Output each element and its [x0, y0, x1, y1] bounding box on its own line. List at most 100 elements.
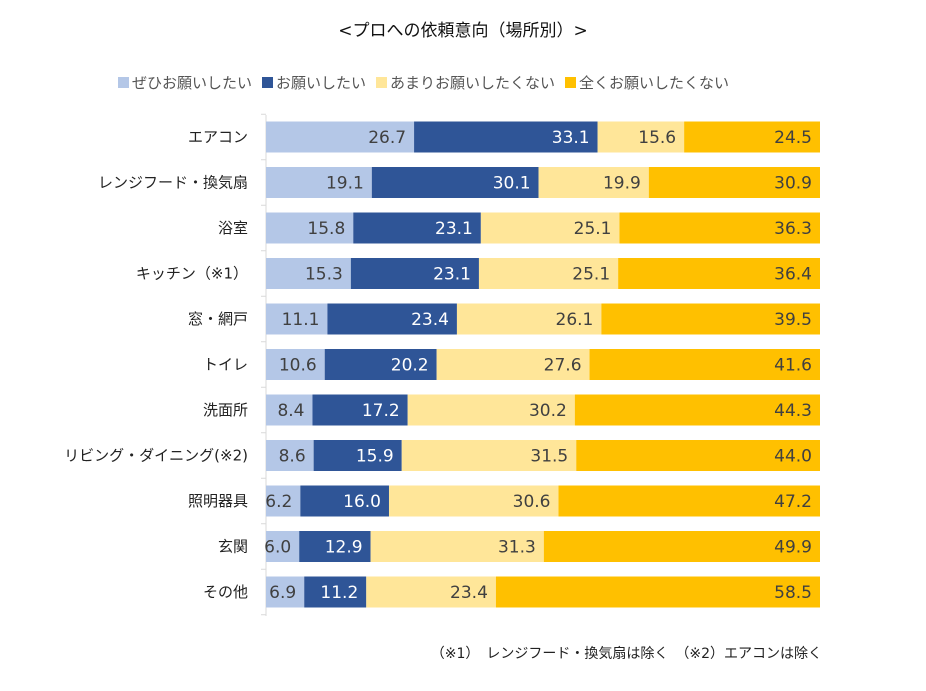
- data-label: 30.6: [513, 492, 551, 512]
- data-label: 36.4: [774, 265, 812, 285]
- bar-segment: [266, 212, 354, 244]
- data-label: 6.0: [264, 538, 291, 558]
- data-label: 30.9: [774, 174, 812, 194]
- data-label: 11.2: [320, 583, 358, 603]
- bar-segment: [299, 531, 371, 562]
- bar-segment: [648, 167, 820, 198]
- bar-segment: [388, 485, 559, 517]
- category-label: 玄関: [218, 538, 248, 556]
- data-label: 15.9: [356, 447, 394, 467]
- bar-segment: [304, 576, 367, 608]
- legend-label: ぜひお願いしたい: [132, 74, 253, 92]
- data-label: 27.6: [544, 356, 582, 376]
- bar-segment: [589, 349, 820, 380]
- legend-swatch: [262, 77, 274, 88]
- bar-segment: [266, 394, 313, 426]
- data-label: 26.7: [368, 128, 406, 148]
- bar-segment: [543, 531, 820, 562]
- category-label: リビング・ダイニング(※2): [64, 447, 248, 465]
- bar-segment: [266, 440, 314, 471]
- bar-segment: [266, 258, 351, 289]
- bar-segment: [327, 303, 457, 335]
- data-label: 23.1: [433, 265, 471, 285]
- data-label: 49.9: [774, 538, 812, 558]
- bar-segment: [312, 394, 408, 426]
- bar-segment: [414, 121, 598, 153]
- category-label: 照明器具: [188, 492, 248, 510]
- legend-swatch: [565, 77, 577, 88]
- bar-segment: [370, 531, 544, 562]
- data-label: 25.1: [572, 265, 610, 285]
- bar-segment: [478, 258, 619, 289]
- legend-item: あまりお願いしたくない: [376, 72, 555, 93]
- data-label: 24.5: [774, 128, 812, 148]
- bar-segment: [576, 440, 820, 471]
- legend-label: 全くお願いしたくない: [579, 74, 730, 92]
- data-label: 30.1: [493, 174, 531, 194]
- bar-segment: [324, 349, 437, 380]
- legend-item: 全くお願いしたくない: [565, 72, 729, 93]
- bar-segment: [266, 303, 328, 335]
- data-label: 44.3: [774, 401, 812, 421]
- data-label: 41.6: [774, 356, 812, 376]
- bar-segment: [313, 440, 402, 471]
- data-label: 47.2: [774, 492, 812, 512]
- data-label: 31.3: [498, 538, 536, 558]
- bar-segment: [266, 121, 415, 153]
- category-label: 浴室: [218, 219, 248, 237]
- data-label: 20.2: [391, 356, 429, 376]
- data-label: 23.1: [435, 219, 473, 239]
- category-label: エアコン: [188, 128, 248, 146]
- bar-segment: [266, 349, 325, 380]
- data-label: 6.2: [265, 492, 292, 512]
- legend-swatch: [376, 77, 388, 88]
- data-label: 23.4: [411, 310, 449, 330]
- data-label: 33.1: [552, 128, 590, 148]
- bar-segment: [407, 394, 575, 426]
- bar-segment: [558, 485, 820, 517]
- bar-segment: [366, 576, 496, 608]
- data-label: 19.9: [603, 174, 641, 194]
- data-label: 36.3: [774, 219, 812, 239]
- legend-item: お願いしたい: [262, 72, 366, 93]
- bar-segment: [618, 258, 820, 289]
- data-label: 15.3: [305, 265, 343, 285]
- category-label: レンジフード・換気扇: [98, 174, 248, 192]
- data-label: 31.5: [530, 447, 568, 467]
- data-label: 17.2: [362, 401, 400, 421]
- data-label: 26.1: [556, 310, 594, 330]
- bar-segment: [300, 485, 389, 517]
- legend-item: ぜひお願いしたい: [118, 72, 252, 93]
- data-label: 6.9: [269, 583, 296, 603]
- bar-segment: [480, 212, 620, 244]
- legend-swatch: [118, 77, 129, 88]
- bar-segment: [684, 121, 820, 153]
- data-label: 8.6: [279, 447, 306, 467]
- bar-segment: [266, 531, 300, 562]
- data-label: 12.9: [325, 538, 363, 558]
- data-label: 15.6: [638, 128, 676, 148]
- category-label: 窓・網戸: [188, 310, 248, 328]
- bar-segment: [601, 303, 820, 335]
- data-label: 15.8: [307, 219, 345, 239]
- category-label: 洗面所: [203, 401, 248, 419]
- category-label: その他: [203, 583, 248, 601]
- bar-segment: [456, 303, 602, 335]
- bar-segment: [495, 576, 820, 608]
- data-label: 16.0: [343, 492, 381, 512]
- chart-title: <プロへの依頼意向（場所別）>: [338, 21, 588, 41]
- bar-segment: [266, 167, 372, 198]
- bar-segment: [538, 167, 649, 198]
- bar-segment: [436, 349, 590, 380]
- data-label: 58.5: [774, 583, 812, 603]
- data-label: 8.4: [277, 401, 304, 421]
- bar-segment: [350, 258, 479, 289]
- bar-segment: [371, 167, 539, 198]
- bar-segment: [353, 212, 481, 244]
- data-label: 23.4: [450, 583, 488, 603]
- data-label: 39.5: [774, 310, 812, 330]
- data-label: 11.1: [282, 310, 320, 330]
- data-label: 19.1: [326, 174, 364, 194]
- category-label: トイレ: [203, 356, 248, 374]
